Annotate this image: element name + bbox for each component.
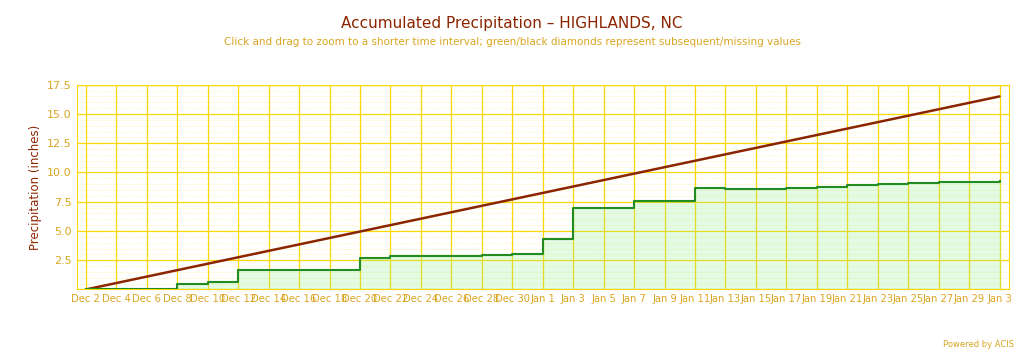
Text: Accumulated Precipitation – HIGHLANDS, NC: Accumulated Precipitation – HIGHLANDS, N… <box>341 16 683 31</box>
Y-axis label: Precipitation (inches): Precipitation (inches) <box>29 125 42 250</box>
Text: Powered by ACIS: Powered by ACIS <box>943 341 1014 349</box>
Text: Click and drag to zoom to a shorter time interval; green/black diamonds represen: Click and drag to zoom to a shorter time… <box>223 37 801 47</box>
